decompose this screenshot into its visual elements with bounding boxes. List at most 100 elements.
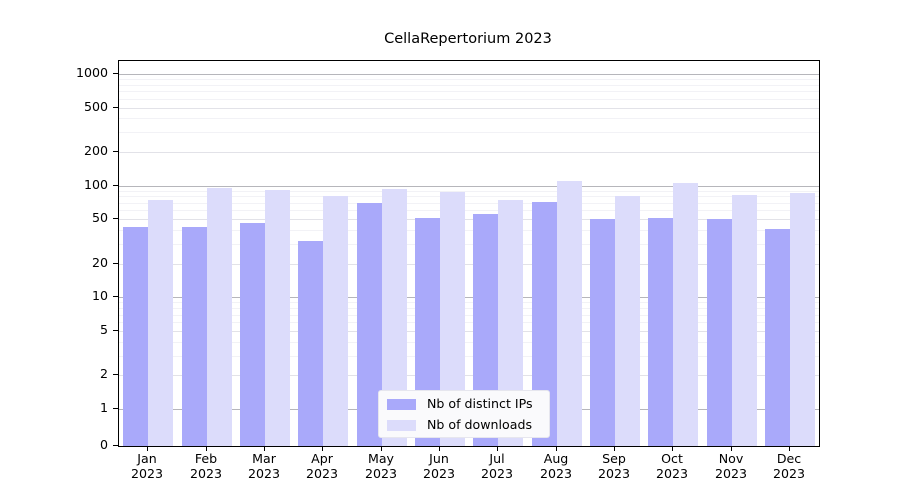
x-axis-tick-label-month: Apr [311,451,333,466]
chart-legend[interactable]: Nb of distinct IPs Nb of downloads [378,390,550,438]
y-axis-tick-mark [113,151,118,153]
y-axis-tick-mark [113,408,118,410]
gridline-minor [119,331,819,332]
x-axis-tick-label: Apr 2023 [287,451,357,482]
y-axis-tick-mark [113,107,118,109]
y-axis-tick-label: 20 [91,255,108,270]
gridline-minor [119,99,819,100]
gridline-minor [119,230,819,231]
legend-swatch-icon [387,399,416,410]
bar-distinct-ips [765,229,790,446]
gridline-minor [119,108,819,109]
x-axis-tick-label: Oct 2023 [637,451,707,482]
x-axis-tick-label-month: Jun [429,451,449,466]
gridlines [119,61,819,446]
gridline-minor [119,196,819,197]
y-axis-tick-mark [113,330,118,332]
y-axis-tick-mark [113,374,118,376]
x-axis-tick-mark [497,446,499,451]
plot-area [118,60,820,447]
x-axis-tick-label: May 2023 [346,451,416,482]
x-axis-tick-label: Dec 2023 [754,451,824,482]
y-axis-tick-label: 1 [99,400,108,415]
x-axis-tick-label-year: 2023 [480,465,514,481]
x-axis-tick-label-year: 2023 [130,465,164,481]
x-axis-tick-label-year: 2023 [655,465,689,481]
y-axis-tick-label: 10 [91,288,108,303]
gridline-minor [119,132,819,133]
x-axis-tick-label: Aug 2023 [521,451,591,482]
gridline-minor [119,152,819,153]
gridline-minor [119,244,819,245]
x-axis-tick-label-year: 2023 [539,465,573,481]
x-axis-tick-mark [731,446,733,451]
y-axis-tick-labels: 1000 500 200 100 50 20 10 5 2 1 0 [40,0,108,500]
gridline-minor [119,308,819,309]
x-axis-tick-mark [264,446,266,451]
x-axis-tick-label-year: 2023 [422,465,456,481]
x-axis-tick-label-year: 2023 [772,465,806,481]
legend-swatch-icon [387,420,416,431]
bar-distinct-ips [240,223,265,446]
gridline-major [119,297,819,298]
bar-downloads [207,188,232,446]
x-axis-tick-mark [556,446,558,451]
x-axis-tick-mark [614,446,616,451]
x-axis-tick-label-year: 2023 [189,465,223,481]
x-axis-tick-label-month: Mar [252,451,276,466]
x-axis-tick-label-year: 2023 [364,465,398,481]
gridline-minor [119,375,819,376]
x-axis-tick-label-month: Aug [543,451,569,466]
x-axis-tick-label-month: Oct [661,451,683,466]
bar-downloads [265,190,290,446]
y-axis-tick-label: 50 [91,210,108,225]
x-axis-tick-label: Jul 2023 [462,451,532,482]
x-axis-tick-label: Jun 2023 [404,451,474,482]
x-axis-tick-label-year: 2023 [597,465,631,481]
bar-distinct-ips [182,227,207,446]
y-axis-tick-label: 5 [99,322,108,337]
y-axis-tick-mark [113,218,118,220]
y-axis-tick-mark [113,296,118,298]
gridline-minor [119,356,819,357]
x-axis-tick-label-month: Feb [194,451,218,466]
bar-downloads [148,200,173,446]
bar-downloads [323,196,348,446]
gridline-minor [119,203,819,204]
bar-distinct-ips [298,241,323,446]
x-axis-tick-label: Feb 2023 [171,451,241,482]
x-axis-tick-label-month: Sep [602,451,626,466]
gridline-minor [119,219,819,220]
x-axis-tick-label: Jan 2023 [112,451,182,482]
bar-downloads [557,181,582,446]
x-axis-tick-label-month: May [367,451,395,466]
bar-distinct-ips [123,227,148,446]
gridline-minor [119,191,819,192]
gridline-major [119,74,819,75]
x-axis-tick-label-month: Jul [489,451,505,466]
x-axis-tick-mark [206,446,208,451]
x-axis-tick-label-month: Nov [718,451,744,466]
y-axis-tick-label: 200 [83,143,108,158]
gridline-minor [119,342,819,343]
x-axis-tick-mark [381,446,383,451]
gridline-minor [119,79,819,80]
gridline-minor [119,85,819,86]
legend-label: Nb of distinct IPs [427,396,533,411]
x-axis-tick-label: Sep 2023 [579,451,649,482]
x-axis-tick-label-month: Jan [137,451,157,466]
x-axis-tick-label-year: 2023 [714,465,748,481]
gridline-minor [119,118,819,119]
x-axis-tick-label: Mar 2023 [229,451,299,482]
bar-distinct-ips [707,219,732,446]
bar-distinct-ips [357,203,382,446]
gridline-minor [119,91,819,92]
x-axis-tick-mark [322,446,324,451]
x-axis-tick-mark [439,446,441,451]
gridline-minor [119,302,819,303]
bar-downloads [615,196,640,446]
x-axis-tick-label-month: Dec [776,451,802,466]
bar-downloads [732,195,757,446]
y-axis-tick-label: 100 [83,177,108,192]
